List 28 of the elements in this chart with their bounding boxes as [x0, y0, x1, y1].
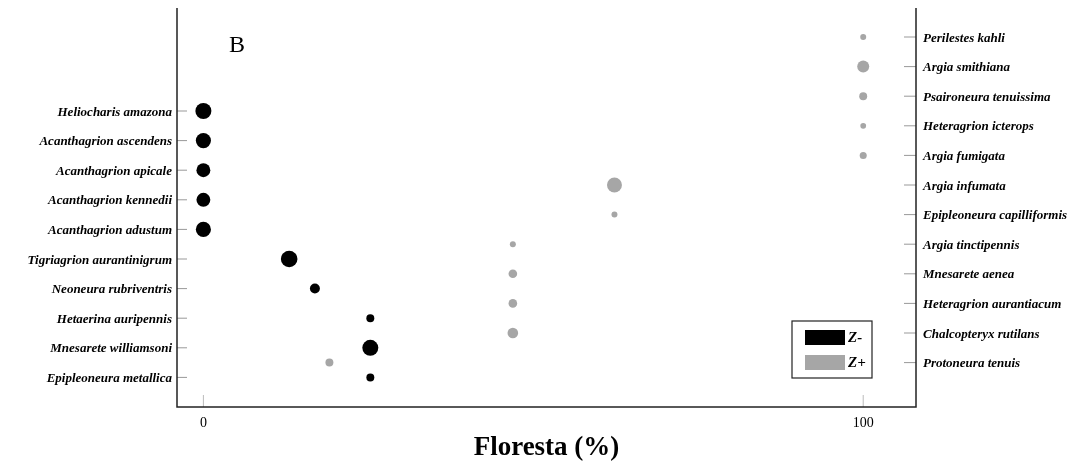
- y2-tick-label: Argia infumata: [922, 177, 1007, 193]
- y-tick-label: Hetaerina auripennis: [55, 310, 172, 326]
- y-tick-label: Epipleoneura metallica: [45, 369, 173, 385]
- x-tick-label: 0: [199, 415, 207, 430]
- y2-tick-label: Psaironeura tenuissima: [923, 88, 1052, 104]
- y-tick-label: Tigriagrion aurantinigrum: [27, 251, 172, 267]
- y-tick-label: Acanthagrion apicale: [55, 162, 173, 178]
- legend-label: Z-: [847, 329, 863, 345]
- y2-tick-label: Heteragrion icterops: [922, 118, 1034, 134]
- y2-tick-label: Perilestes kahli: [923, 29, 1006, 45]
- y-tick-label: Mnesarete williamsoni: [49, 340, 173, 356]
- y2-tick-label: Argia tinctipennis: [922, 236, 1020, 252]
- x-axis-title: Floresta (%): [473, 431, 620, 461]
- y2-tick-label: Argia smithiana: [922, 59, 1011, 75]
- annotation: B: [229, 31, 246, 57]
- y2-tick-label: Mnesarete aenea: [922, 266, 1015, 282]
- y2-tick-label: Epipleoneura capilliformis: [922, 207, 1068, 223]
- y2-tick-label: Heteragrion aurantiacum: [922, 295, 1062, 311]
- y-tick-label: Acanthagrion ascendens: [38, 133, 172, 149]
- y-tick-label: Acanthagrion kennedii: [47, 192, 173, 208]
- y2-tick-label: Protoneura tenuis: [923, 355, 1021, 371]
- y2-tick-label: Chalcopteryx rutilans: [923, 325, 1040, 341]
- y-tick-label: Acanthagrion adustum: [47, 221, 172, 237]
- y-tick-label: Neoneura rubriventris: [50, 281, 172, 297]
- y-tick-label: Heliocharis amazona: [56, 103, 173, 119]
- legend-label: Z+: [847, 354, 866, 370]
- x-tick-label: 100: [852, 415, 874, 430]
- y2-tick-label: Argia fumigata: [922, 147, 1006, 163]
